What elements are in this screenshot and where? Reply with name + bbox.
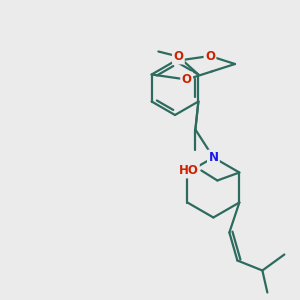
Text: O: O (182, 73, 192, 86)
Text: N: N (208, 151, 218, 164)
Text: O: O (173, 50, 183, 63)
Text: O: O (205, 50, 215, 62)
Text: HO: HO (178, 164, 198, 177)
